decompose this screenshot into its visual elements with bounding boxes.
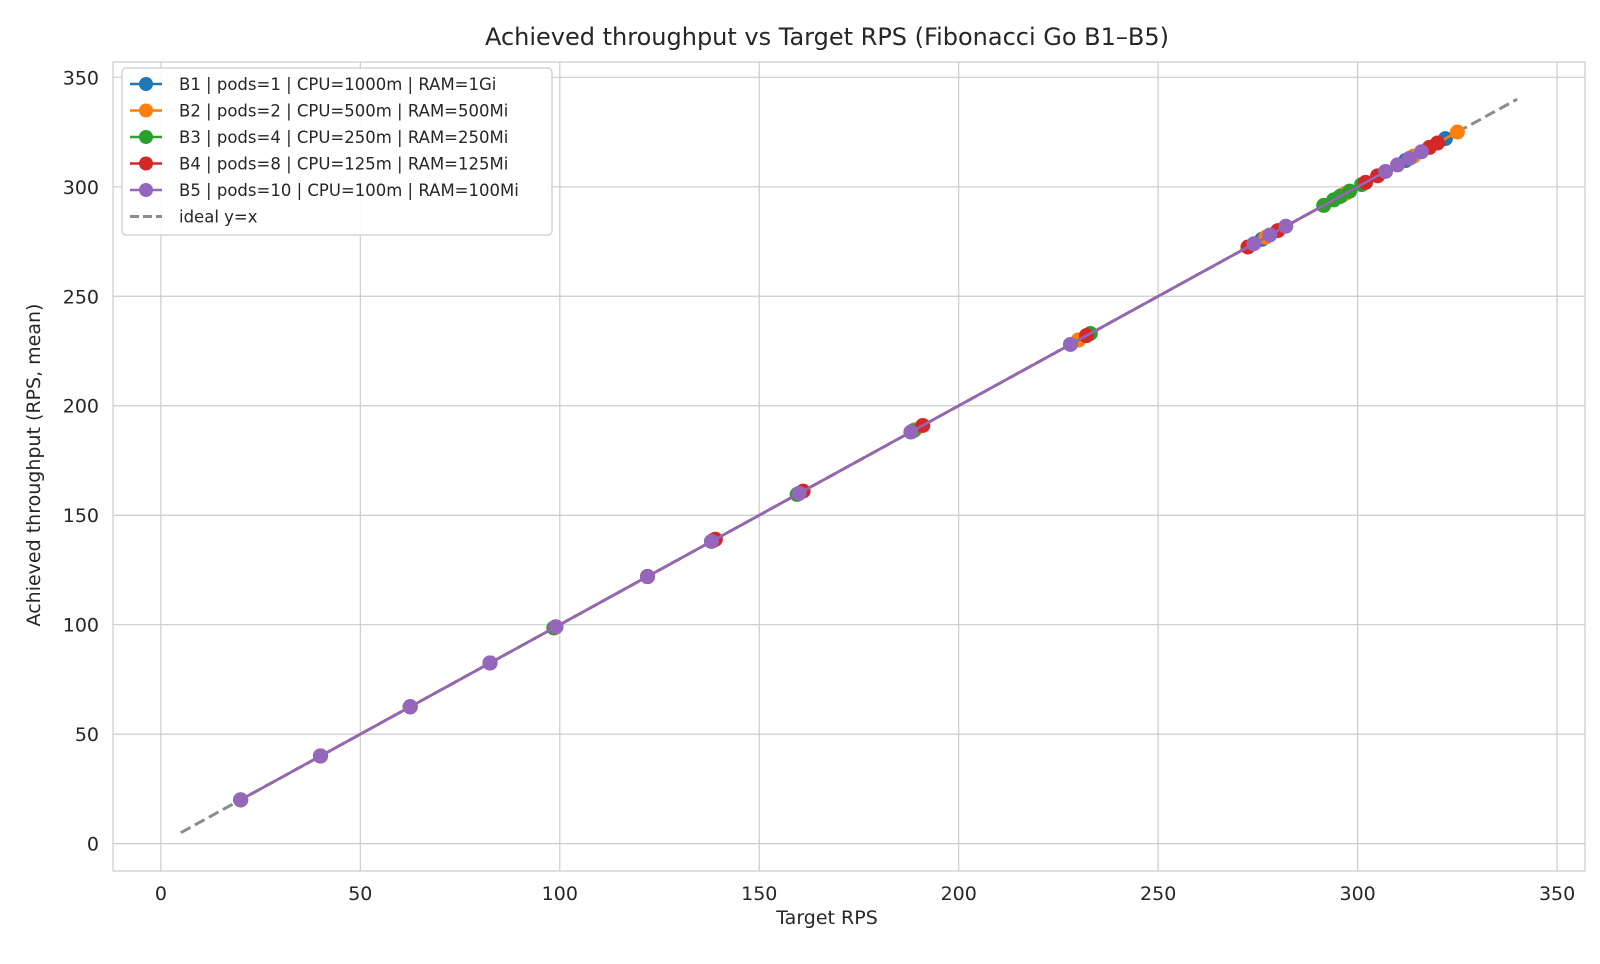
- y-tick-label: 250: [63, 286, 99, 308]
- legend-label: B2 | pods=2 | CPU=500m | RAM=500Mi: [179, 102, 508, 121]
- data-point: [1390, 157, 1406, 173]
- y-tick-label: 100: [63, 615, 99, 637]
- legend-label: B5 | pods=10 | CPU=100m | RAM=100Mi: [179, 181, 519, 200]
- legend-label: ideal y=x: [179, 208, 258, 227]
- legend-marker: [139, 156, 153, 171]
- y-tick-label: 350: [63, 67, 99, 89]
- x-tick-label: 300: [1339, 883, 1375, 905]
- data-point: [1062, 336, 1078, 352]
- legend-label: B4 | pods=8 | CPU=125m | RAM=125Mi: [179, 155, 508, 174]
- legend-label: B1 | pods=1 | CPU=1000m | RAM=1Gi: [179, 75, 496, 94]
- data-point: [1429, 135, 1445, 151]
- x-tick-label: 50: [348, 883, 372, 905]
- x-tick-label: 150: [741, 883, 777, 905]
- data-point: [312, 748, 328, 764]
- x-axis-label: Target RPS: [775, 907, 878, 929]
- y-tick-label: 0: [87, 834, 99, 856]
- legend-box: [121, 67, 553, 236]
- data-point: [1378, 163, 1394, 179]
- data-point: [1401, 150, 1417, 166]
- legend-item: B4 | pods=8 | CPU=125m | RAM=125Mi: [130, 155, 508, 174]
- x-tick-label: 200: [941, 883, 977, 905]
- data-point: [791, 485, 807, 501]
- y-tick-label: 300: [63, 177, 99, 199]
- y-axis-label: Achieved throughput (RPS, mean): [23, 304, 45, 627]
- axis-ticks: 0 50 100 150 200 250 300 350 0 50 100 150 200 250 300 3…: [63, 67, 1575, 905]
- y-tick-label: 200: [63, 396, 99, 418]
- series-layer: [233, 124, 1465, 808]
- data-point: [903, 424, 919, 440]
- legend-marker: [139, 183, 153, 197]
- legend-item: B2 | pods=2 | CPU=500m | RAM=500Mi: [130, 102, 508, 121]
- data-point: [1262, 227, 1278, 243]
- legend-item: B3 | pods=4 | CPU=250m | RAM=250Mi: [130, 128, 508, 147]
- data-point: [640, 569, 656, 585]
- data-point: [1413, 144, 1429, 160]
- data-point: [1449, 124, 1465, 140]
- legend-marker: [139, 103, 153, 118]
- series-5: [233, 144, 1429, 808]
- x-tick-label: 350: [1539, 883, 1575, 905]
- legend-item: ideal y=x: [130, 208, 258, 227]
- plot-frame: [112, 61, 1586, 872]
- legend-marker: [139, 77, 153, 91]
- data-point: [402, 699, 418, 715]
- y-tick-label: 150: [63, 505, 99, 527]
- data-point: [703, 533, 719, 549]
- data-point: [548, 619, 564, 635]
- data-point: [482, 655, 498, 671]
- data-point: [1278, 218, 1294, 234]
- x-tick-label: 250: [1140, 883, 1176, 905]
- data-point: [233, 792, 249, 808]
- legend-marker: [139, 130, 153, 144]
- legend: B1 | pods=1 | CPU=1000m | RAM=1Gi B2 | po…: [121, 67, 553, 236]
- legend-label: B3 | pods=4 | CPU=250m | RAM=250Mi: [179, 128, 508, 147]
- legend-item: B5 | pods=10 | CPU=100m | RAM=100Mi: [130, 181, 519, 200]
- y-tick-label: 50: [75, 724, 99, 746]
- x-tick-label: 100: [542, 883, 578, 905]
- chart-title: Achieved throughput vs Target RPS (Fibon…: [485, 23, 1169, 51]
- x-tick-label: 0: [155, 883, 167, 905]
- legend-item: B1 | pods=1 | CPU=1000m | RAM=1Gi: [130, 75, 496, 94]
- data-point: [1246, 236, 1262, 252]
